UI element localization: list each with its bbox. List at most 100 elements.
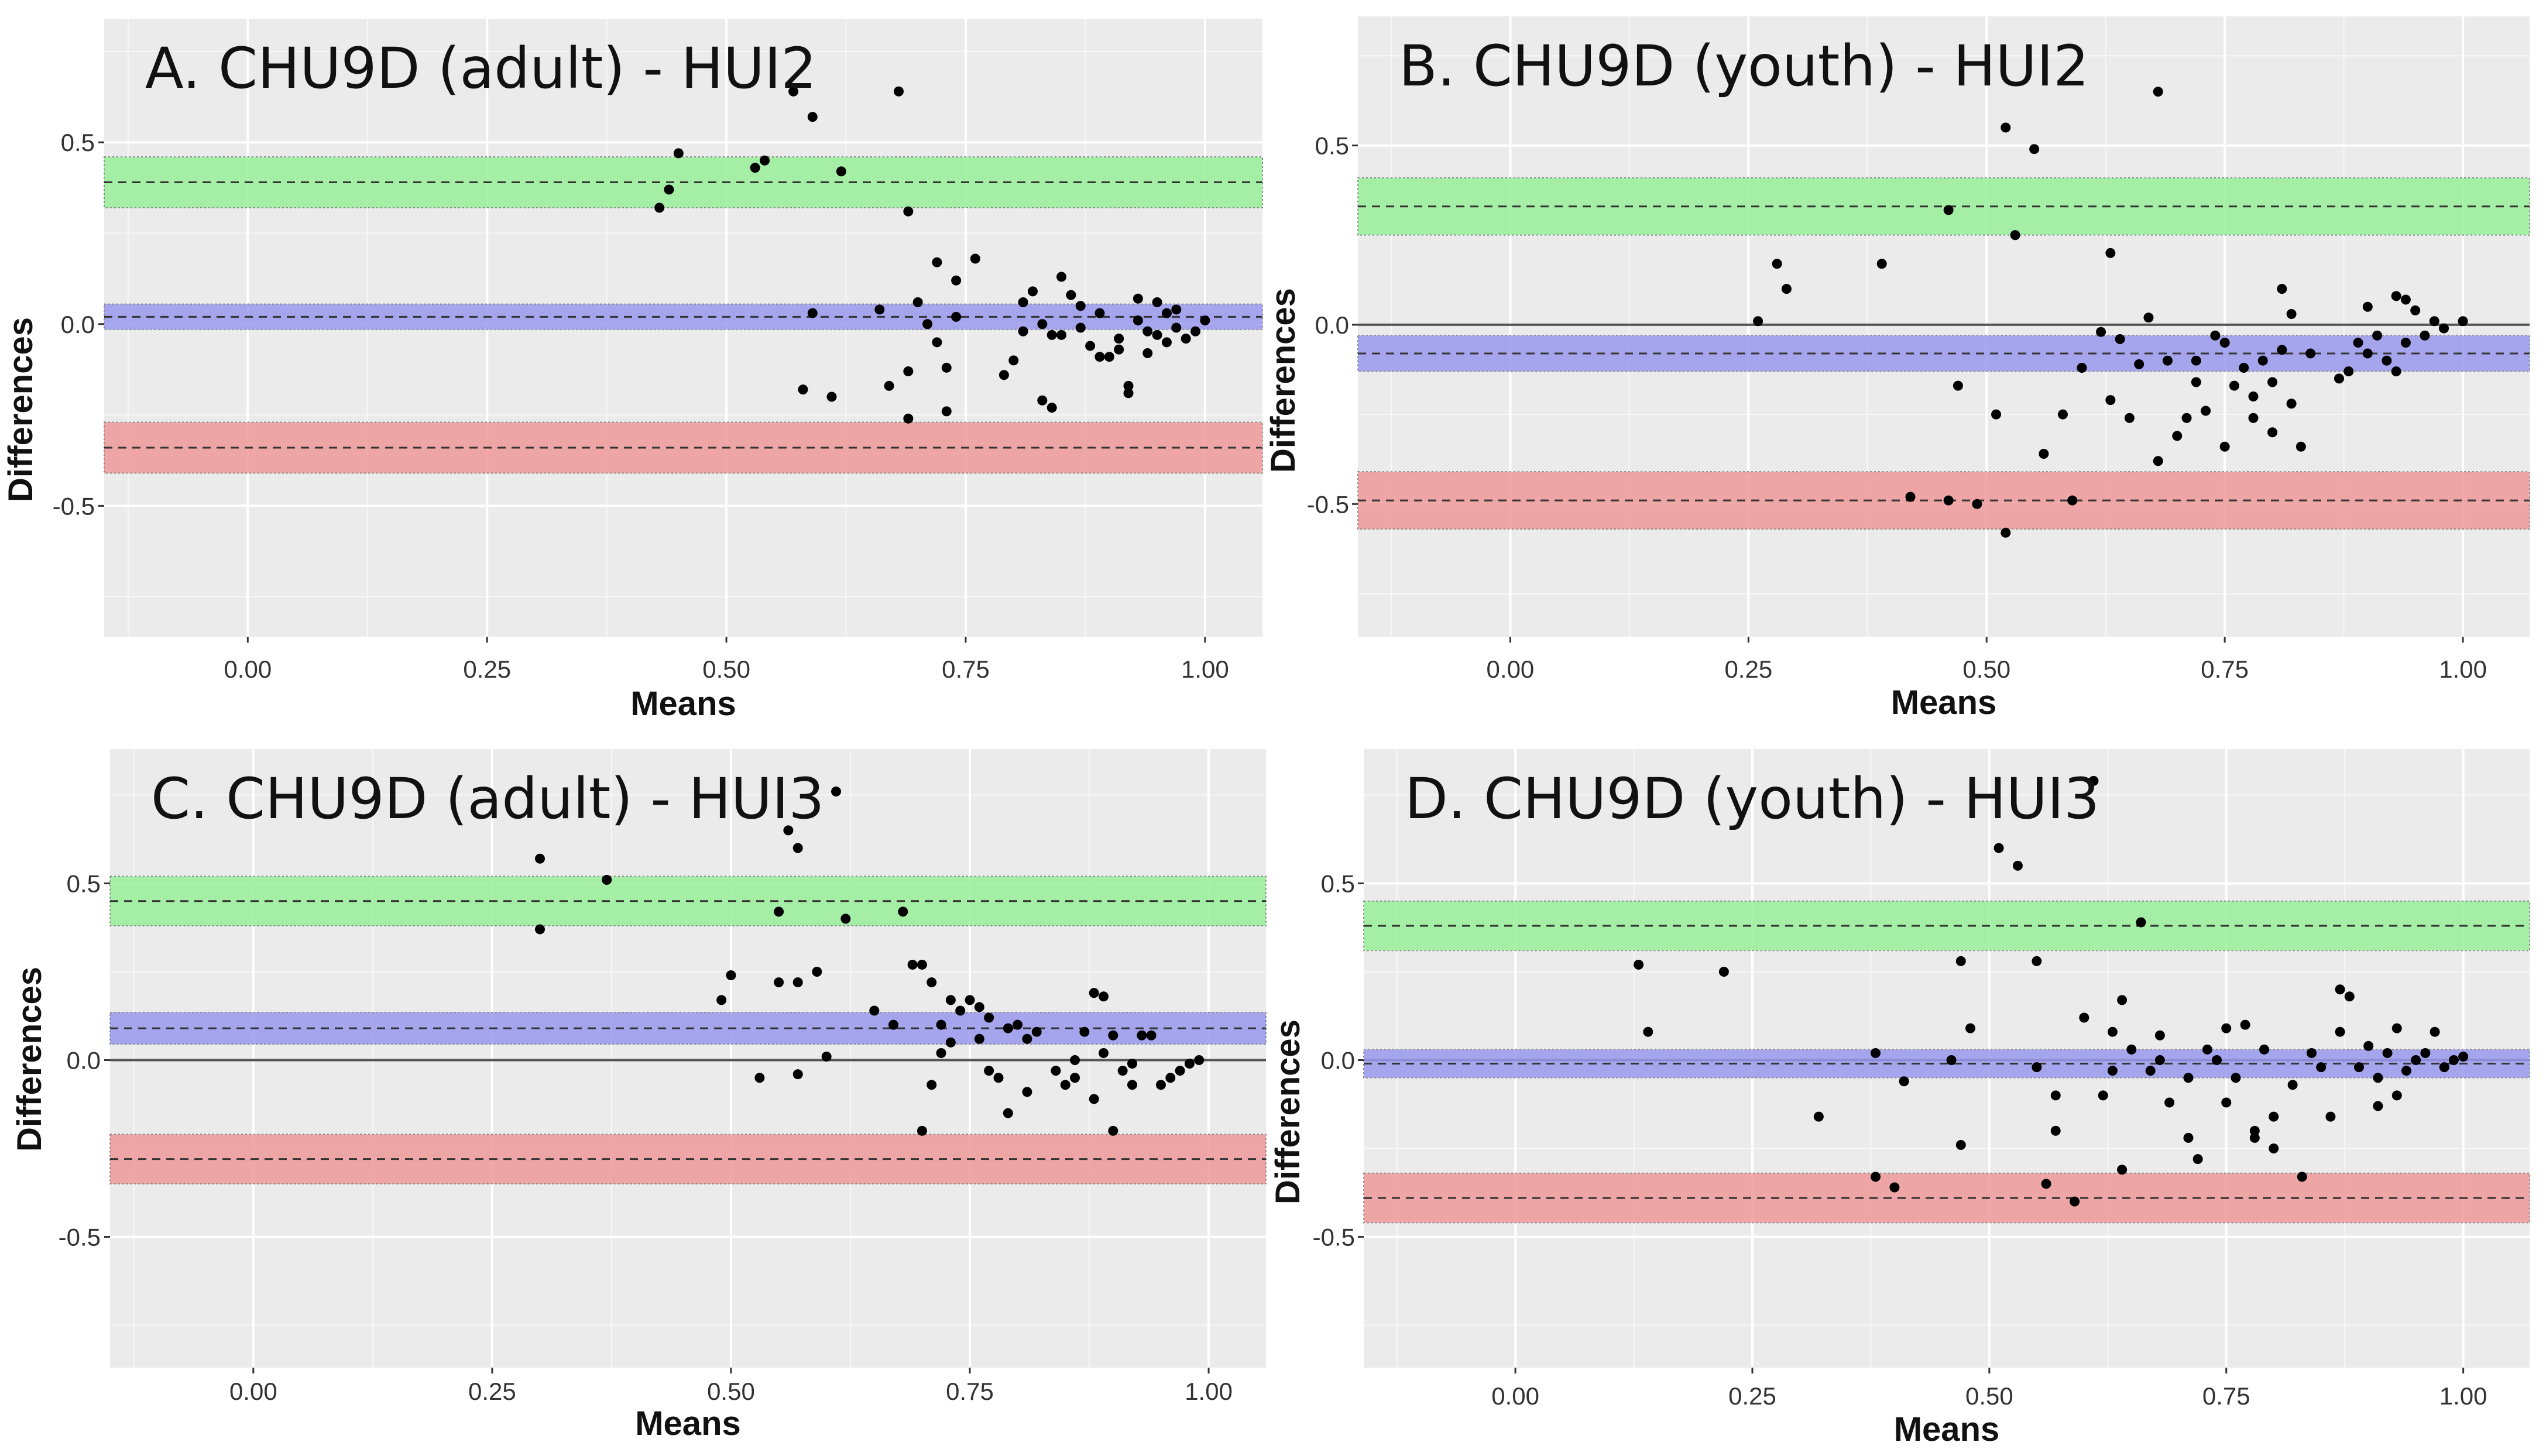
data-point — [1114, 334, 1124, 344]
data-point — [1013, 1019, 1023, 1030]
data-point — [1037, 395, 1048, 406]
data-point — [888, 1019, 898, 1030]
data-point — [1194, 1055, 1205, 1066]
data-point — [2154, 1030, 2165, 1041]
data-point — [1972, 499, 1982, 509]
data-point — [1991, 409, 2002, 420]
data-point — [1200, 315, 1210, 326]
data-point — [1075, 301, 1086, 311]
data-point — [2192, 1154, 2203, 1165]
data-point — [792, 977, 803, 988]
data-point — [1155, 1080, 1166, 1090]
data-point — [2105, 248, 2116, 258]
data-point — [2010, 230, 2020, 241]
data-point — [1946, 1055, 1957, 1066]
data-point — [2362, 348, 2373, 359]
data-point — [2269, 1143, 2279, 1154]
data-point — [2391, 1023, 2402, 1033]
data-point — [1056, 272, 1067, 282]
data-point — [1152, 329, 1162, 340]
data-point — [1022, 1087, 1032, 1097]
data-point — [1127, 1059, 1137, 1069]
data-point — [1056, 329, 1067, 340]
data-point — [927, 977, 937, 988]
data-point — [2391, 366, 2401, 377]
y-axis-title: Differences — [1269, 1019, 1307, 1204]
data-point — [2041, 1179, 2051, 1189]
panel-2: 0.5 0.0 -0.5 0.00 0.25 0.50 0.75 1.00 Means Diffe… — [1264, 16, 2530, 722]
data-point — [1094, 352, 1105, 362]
data-point — [1099, 1048, 1109, 1058]
data-point — [917, 1125, 927, 1136]
data-point — [2126, 1044, 2137, 1055]
data-point — [2410, 305, 2421, 315]
data-point — [2070, 1196, 2080, 1207]
y-tick-label: -0.5 — [53, 492, 95, 520]
data-point — [1031, 1026, 1042, 1037]
data-point — [807, 112, 818, 122]
data-point — [812, 967, 822, 977]
data-point — [2183, 1073, 2194, 1083]
data-point — [602, 874, 612, 885]
data-point — [2307, 1048, 2317, 1058]
data-point — [2249, 1132, 2260, 1143]
data-point — [1018, 297, 1028, 308]
data-point — [1161, 337, 1172, 348]
data-point — [2050, 1125, 2061, 1136]
data-point — [2134, 359, 2144, 369]
data-point — [2382, 355, 2392, 366]
x-tick-label: 0.25 — [468, 1378, 516, 1405]
data-point — [945, 1037, 956, 1048]
data-point — [2269, 1111, 2279, 1122]
data-point — [726, 970, 736, 981]
data-point — [1142, 348, 1153, 358]
data-point — [2259, 1044, 2270, 1055]
plot-panel — [1358, 16, 2530, 637]
data-point — [2202, 1044, 2212, 1055]
data-point — [2191, 377, 2201, 387]
data-point — [1114, 344, 1124, 355]
data-point — [654, 202, 665, 213]
data-point — [2079, 1012, 2089, 1023]
data-point — [2181, 413, 2192, 423]
data-point — [1813, 1111, 1824, 1122]
data-point — [974, 1033, 984, 1044]
data-point — [1127, 1080, 1137, 1090]
data-point — [1060, 1080, 1070, 1090]
data-point — [664, 184, 674, 195]
data-point — [941, 406, 952, 417]
data-point — [1085, 341, 1096, 351]
data-point — [1108, 1030, 1118, 1041]
data-point — [1003, 1023, 1013, 1033]
data-point — [1133, 315, 1143, 326]
data-point — [945, 995, 956, 1005]
data-point — [2077, 362, 2087, 373]
data-point — [821, 1051, 832, 1062]
data-point — [2249, 1125, 2260, 1136]
x-tick-label: 1.00 — [2439, 1382, 2487, 1410]
data-point — [798, 384, 808, 395]
data-point — [1175, 1066, 1185, 1076]
data-point — [2267, 427, 2278, 438]
data-point — [2229, 380, 2239, 391]
data-point — [2344, 991, 2355, 1002]
data-point — [941, 362, 952, 373]
data-point — [2286, 399, 2297, 409]
data-point — [912, 297, 923, 308]
x-tick-label: 0.50 — [702, 655, 750, 683]
data-point — [936, 1019, 946, 1030]
data-point — [2287, 1080, 2298, 1090]
data-point — [826, 392, 837, 402]
y-axis-title: Differences — [1264, 288, 1302, 473]
data-point — [993, 1073, 1004, 1083]
data-point — [2439, 1062, 2449, 1073]
y-tick-label: 0.0 — [61, 311, 95, 338]
data-point — [2105, 395, 2116, 406]
data-point — [2372, 330, 2383, 341]
x-tick-label: 0.00 — [1487, 655, 1535, 683]
data-point — [1171, 322, 1182, 333]
data-point — [2201, 406, 2211, 416]
data-point — [2373, 1101, 2383, 1111]
y-tick-label: 0.0 — [1315, 311, 1349, 339]
